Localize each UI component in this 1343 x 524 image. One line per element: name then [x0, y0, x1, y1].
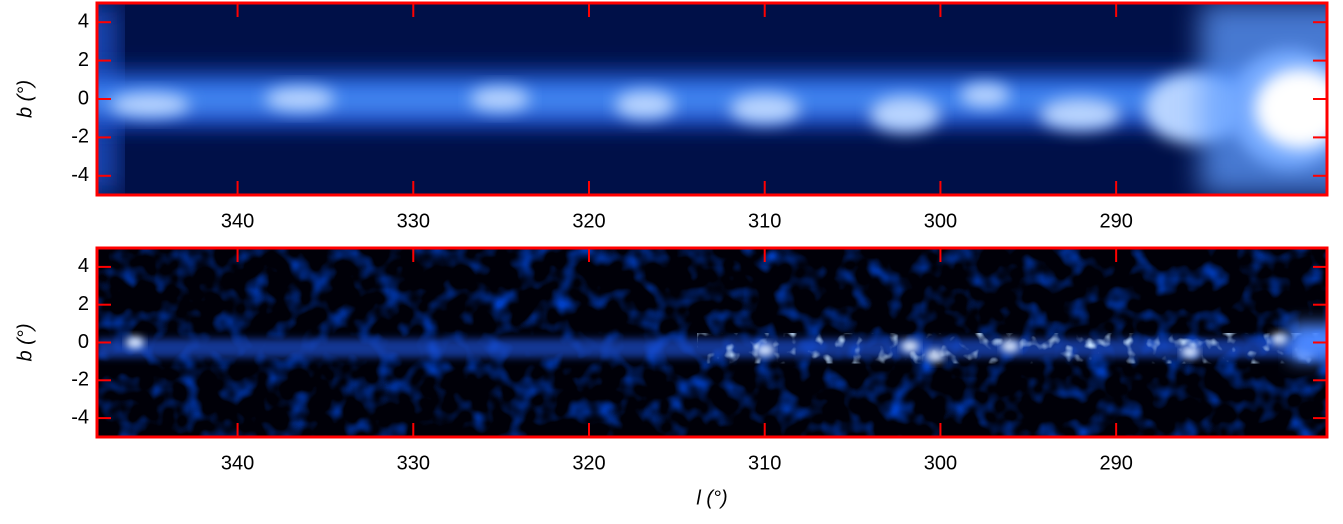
y-tick-label: 0	[78, 87, 89, 109]
bright-spot	[926, 349, 944, 362]
y-tick-label: -4	[71, 406, 89, 428]
y-tick-label: 0	[78, 331, 89, 353]
x-axis-label: l (°)	[696, 487, 727, 509]
bright-region	[110, 92, 190, 117]
bright-spot	[756, 344, 774, 357]
bright-spot	[901, 340, 919, 353]
x-tick-label: 340	[221, 210, 254, 232]
bright-core	[1255, 68, 1327, 149]
bright-region	[730, 93, 800, 124]
y-tick-label: 4	[78, 10, 89, 32]
bright-spot	[1181, 345, 1199, 358]
x-tick-label: 310	[748, 210, 781, 232]
bright-region	[870, 96, 940, 133]
y-axis-label: b (°)	[14, 80, 36, 118]
x-tick-label: 340	[221, 452, 254, 474]
y-tick-label: 2	[78, 293, 89, 315]
map-image	[97, 248, 1327, 437]
y-tick-label: -4	[71, 164, 89, 186]
x-tick-label: 300	[924, 452, 957, 474]
x-tick-label: 330	[397, 210, 430, 232]
y-tick-label: 2	[78, 49, 89, 71]
bright-region	[1040, 98, 1120, 131]
bright-region	[960, 83, 1010, 108]
x-tick-label: 320	[572, 210, 605, 232]
bright-region	[265, 87, 335, 111]
y-tick-label: -2	[71, 126, 89, 148]
x-tick-label: 300	[924, 210, 957, 232]
y-axis-label: b (°)	[14, 324, 36, 362]
bright-spot	[1001, 340, 1019, 353]
x-tick-label: 290	[1099, 210, 1132, 232]
x-tick-label: 330	[397, 452, 430, 474]
bright-spot	[1271, 332, 1289, 345]
bright-region	[470, 87, 530, 111]
bright-spot	[126, 336, 144, 349]
y-tick-label: 4	[78, 255, 89, 277]
bright-region	[615, 90, 675, 119]
x-tick-label: 310	[748, 452, 781, 474]
y-tick-label: -2	[71, 369, 89, 391]
x-tick-label: 320	[572, 452, 605, 474]
map-image	[97, 3, 1327, 195]
x-tick-label: 290	[1099, 452, 1132, 474]
